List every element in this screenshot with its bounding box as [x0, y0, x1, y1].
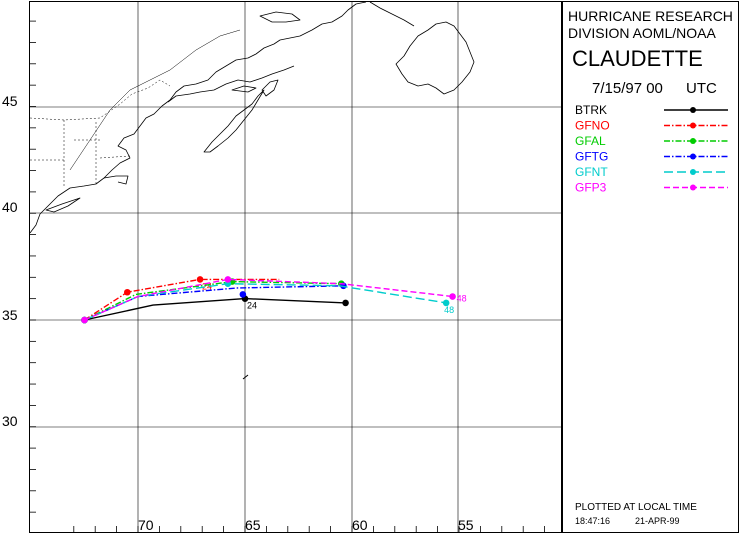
political-borders: [29, 79, 171, 186]
time-zone: UTC: [686, 80, 717, 97]
track-line-btrk: [84, 297, 346, 321]
plot-clock: 18:47:16: [575, 516, 610, 526]
legend-marker-gfnt: [690, 169, 696, 175]
legend-label-gftg: GFTG: [575, 150, 608, 164]
track-point: [239, 291, 247, 298]
newfoundland: [395, 21, 475, 95]
track-line-gftg: [84, 285, 344, 321]
plotted-note: PLOTTED AT LOCAL TIME: [575, 502, 697, 513]
long-island: [45, 197, 81, 213]
track-line-gfal: [84, 280, 342, 321]
lon-label-65: 65: [245, 517, 261, 533]
graticule: [30, 2, 561, 532]
prince-edward-island: [231, 85, 257, 93]
legend-label-btrk: BTRK: [575, 103, 607, 117]
coastline: [29, 1, 475, 234]
legend-marker-gfno: [690, 122, 696, 129]
track-point: [449, 293, 456, 300]
stray-mark: [242, 374, 249, 380]
track-hour-label: 48: [444, 305, 454, 315]
legend-label-gfp3: GFP3: [575, 181, 607, 195]
anticosti-island: [259, 11, 301, 23]
track-hour-label: 24: [202, 281, 212, 291]
legend-label-gfnt: GFNT: [575, 165, 608, 179]
track-point: [342, 299, 349, 307]
track-gfp3: 48: [81, 276, 467, 324]
legend-marker-gftg: [690, 153, 696, 160]
lat-label-45: 45: [2, 93, 18, 109]
lon-label-70: 70: [138, 517, 154, 533]
gulf-st-lawrence-coast: [167, 65, 295, 103]
nova-scotia: [203, 89, 265, 153]
rivers: [69, 29, 241, 171]
track-point: [196, 276, 204, 283]
track-point: [124, 288, 131, 296]
cape-cod: [103, 175, 129, 185]
lat-label-30: 30: [2, 413, 18, 429]
mainland-coast: [29, 1, 367, 234]
legend-label-gfal: GFAL: [575, 134, 606, 148]
axis-ticks: [30, 20, 545, 532]
plot-date: 21-APR-99: [635, 516, 680, 526]
init-time: 7/15/97 00: [592, 80, 663, 97]
state-lines: [30, 120, 131, 186]
us-canada-border: [29, 79, 171, 121]
storm-name: CLAUDETTE: [572, 46, 703, 71]
lon-label-60: 60: [352, 517, 368, 533]
lat-label-40: 40: [2, 199, 18, 215]
org-line-2: DIVISION AOML/NOAA: [568, 25, 716, 41]
track-point: [81, 316, 88, 324]
track-point: [224, 276, 232, 283]
track-hour-label: 24: [247, 301, 257, 311]
cape-breton: [261, 79, 279, 97]
org-line-1: HURRICANE RESEARCH: [568, 8, 733, 24]
track-point: [442, 299, 450, 307]
legend-label-gfno: GFNO: [575, 119, 610, 133]
lon-label-55: 55: [458, 517, 474, 533]
labrador-coast: [369, 1, 415, 27]
track-line-gfno: [84, 278, 280, 321]
track-hour-label: 48: [457, 294, 467, 304]
legend-marker-gfal: [690, 138, 696, 144]
info-panel: [562, 1, 739, 533]
legend-marker-btrk: [690, 107, 696, 113]
map-frame: [29, 1, 562, 533]
legend-marker-gfp3: [690, 184, 696, 191]
lat-label-35: 35: [2, 307, 18, 323]
